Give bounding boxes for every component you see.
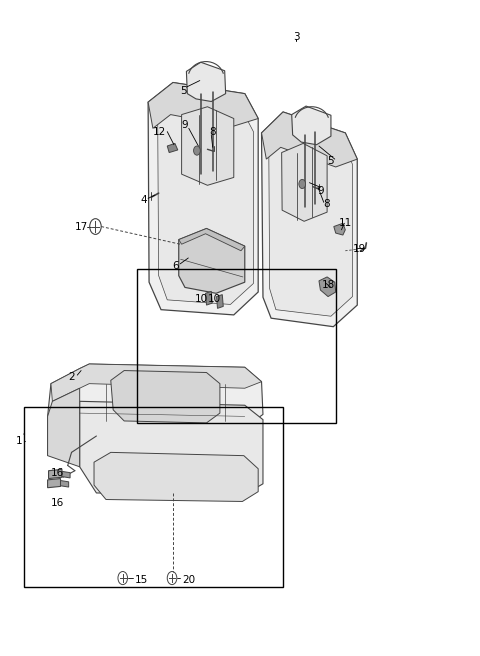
Polygon shape: [48, 470, 62, 479]
Polygon shape: [167, 144, 178, 153]
Polygon shape: [157, 100, 253, 304]
Polygon shape: [48, 388, 80, 467]
Polygon shape: [94, 453, 258, 501]
Text: 16: 16: [50, 468, 64, 478]
Polygon shape: [334, 223, 345, 235]
Polygon shape: [148, 83, 258, 315]
Text: 8: 8: [209, 127, 216, 136]
Text: 12: 12: [153, 127, 166, 136]
Text: 6: 6: [172, 262, 179, 272]
Polygon shape: [205, 291, 212, 305]
Text: 11: 11: [339, 218, 352, 228]
Text: 17: 17: [74, 222, 88, 232]
Text: 2: 2: [68, 372, 75, 382]
Polygon shape: [179, 228, 245, 293]
Polygon shape: [179, 228, 245, 251]
Text: 1: 1: [15, 436, 22, 445]
Polygon shape: [48, 479, 60, 487]
Polygon shape: [62, 472, 70, 478]
Text: 9: 9: [181, 120, 188, 130]
Text: 9: 9: [317, 186, 324, 195]
Polygon shape: [186, 62, 226, 102]
Polygon shape: [48, 364, 263, 428]
Polygon shape: [60, 481, 69, 487]
Polygon shape: [111, 371, 220, 423]
Polygon shape: [51, 364, 262, 401]
Polygon shape: [216, 295, 223, 308]
Text: 10: 10: [195, 293, 208, 304]
Polygon shape: [80, 401, 263, 495]
Polygon shape: [262, 112, 357, 167]
Polygon shape: [282, 144, 327, 221]
Text: 10: 10: [208, 293, 221, 304]
Text: 5: 5: [328, 156, 334, 166]
Text: 4: 4: [140, 195, 146, 205]
Text: 3: 3: [293, 31, 300, 42]
Polygon shape: [292, 106, 331, 145]
Text: 8: 8: [323, 199, 329, 209]
Polygon shape: [148, 83, 258, 129]
Polygon shape: [181, 107, 234, 185]
Polygon shape: [262, 112, 357, 327]
Text: 16: 16: [50, 499, 64, 508]
Text: 15: 15: [135, 575, 148, 585]
Circle shape: [193, 146, 200, 155]
Text: 19: 19: [353, 245, 366, 255]
Text: 5: 5: [180, 86, 187, 96]
Text: 18: 18: [322, 281, 335, 291]
Text: 20: 20: [182, 575, 195, 585]
Polygon shape: [319, 277, 336, 297]
Polygon shape: [48, 401, 80, 456]
Bar: [137, 269, 336, 423]
Circle shape: [299, 179, 306, 188]
Polygon shape: [269, 121, 352, 316]
Bar: [24, 407, 283, 586]
